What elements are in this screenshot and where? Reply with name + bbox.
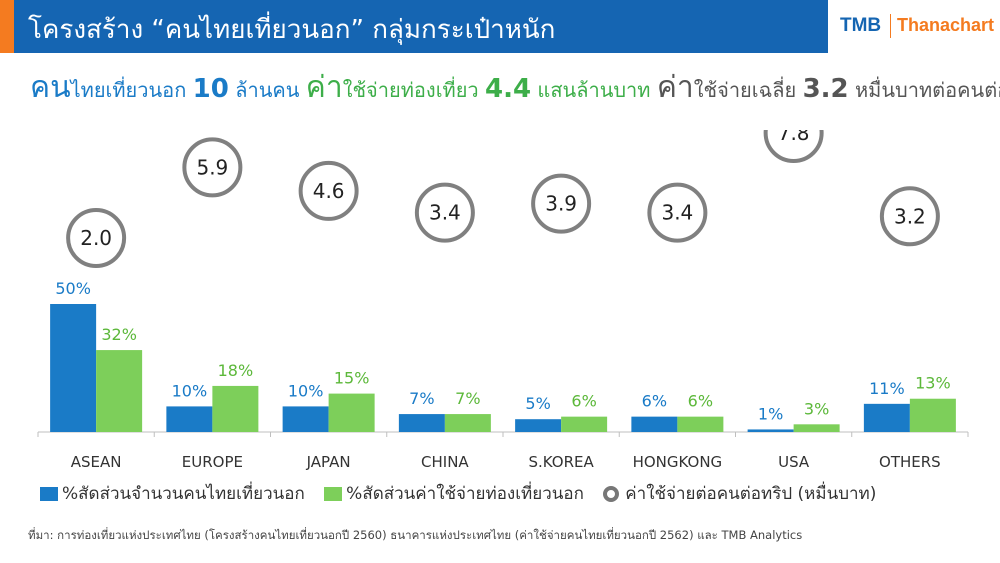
summary-part-6: ใช้จ่ายท่องเที่ยว: [342, 78, 486, 102]
circle-label-others: 3.2: [894, 204, 926, 228]
legend-label-per-trip: ค่าใช้จ่ายต่อคนต่อทริป (หมื่นบาท): [625, 484, 877, 504]
data-label-spending-others: 13%: [915, 374, 951, 393]
bar-travelers-china: [398, 414, 445, 432]
legend-item-spending: %สัดส่วนค่าใช้จ่ายท่องเที่ยวนอก: [324, 480, 584, 507]
circle-label-usa: 7.8: [778, 130, 810, 145]
bar-travelers-usa: [747, 429, 794, 432]
chart-legend: %สัดส่วนจำนวนคนไทยเที่ยวนอก %สัดส่วนค่าใ…: [40, 480, 890, 510]
bar-spending-others: [909, 398, 956, 432]
legend-ring-icon: [603, 486, 620, 502]
data-label-travelers-s-korea: 5%: [525, 394, 550, 413]
summary-part-1: คน: [30, 70, 71, 105]
bar-spending-japan: [328, 393, 375, 432]
summary-part-9: ค่า: [656, 70, 694, 105]
summary-part-8: แสนล้านบาท: [531, 78, 657, 102]
bar-travelers-others: [863, 403, 910, 432]
data-label-travelers-usa: 1%: [758, 404, 783, 423]
bar-spending-china: [444, 414, 491, 432]
circle-marker-japan: [298, 160, 359, 221]
data-label-travelers-europe: 10%: [172, 381, 208, 400]
logo-tmb-text: TMB: [840, 15, 882, 36]
legend-label-spending: %สัดส่วนค่าใช้จ่ายท่องเที่ยวนอก: [346, 484, 584, 504]
data-label-spending-hongkong: 6%: [688, 392, 713, 411]
legend-label-travelers: %สัดส่วนจำนวนคนไทยเที่ยวนอก: [62, 484, 305, 504]
summary-part-5: ค่า: [305, 70, 343, 105]
circle-marker-others: [879, 186, 940, 247]
data-label-travelers-japan: 10%: [288, 381, 324, 400]
data-label-travelers-asean: 50%: [55, 279, 91, 298]
data-label-travelers-others: 11%: [869, 379, 905, 398]
page-title: โครงสร้าง “คนไทยเที่ยวนอก” กลุ่มกระเป๋าห…: [28, 15, 556, 45]
header-accent-stripe: [0, 0, 14, 53]
header-bar: โครงสร้าง “คนไทยเที่ยวนอก” กลุ่มกระเป๋าห…: [0, 0, 1000, 53]
summary-avg-spending: 3.2: [802, 74, 849, 104]
summary-part-4: ล้านคน: [228, 78, 306, 102]
data-label-spending-usa: 3%: [804, 399, 829, 418]
circle-marker-china: [414, 182, 475, 243]
circle-marker-europe: [182, 137, 243, 198]
brand-logo: TMB Thanachart: [828, 0, 1000, 53]
data-label-spending-asean: 32%: [101, 325, 137, 344]
bar-spending-usa: [793, 424, 840, 432]
bar-chart: 50% 32% ASEAN 2.0 10% 18% EUROPE 5.9 10% 15% JAPAN…: [37, 130, 969, 471]
x-tick-label-china: CHINA: [421, 453, 469, 471]
x-tick-label-europe: EUROPE: [182, 453, 243, 471]
source-note: ที่มา: การท่องเที่ยวแห่งประเทศไทย (โครงส…: [28, 528, 803, 542]
logo-thanachart-text: Thanachart: [897, 15, 995, 35]
circle-marker-usa: [763, 130, 824, 163]
x-tick-label-usa: USA: [778, 453, 810, 471]
legend-item-per-trip: ค่าใช้จ่ายต่อคนต่อทริป (หมื่นบาท): [603, 480, 876, 507]
circle-marker-s-korea: [531, 173, 592, 234]
x-tick-label-others: OTHERS: [879, 453, 941, 471]
summary-part-12: หมื่นบาทต่อคนต่อทริป: [854, 78, 1000, 102]
circle-marker-asean: [66, 208, 127, 268]
data-label-travelers-hongkong: 6%: [642, 392, 667, 411]
circle-label-europe: 5.9: [196, 155, 228, 179]
circle-marker-hongkong: [647, 182, 708, 243]
x-tick-label-hongkong: HONGKONG: [633, 453, 723, 471]
bar-travelers-s-korea: [515, 419, 562, 432]
data-label-spending-europe: 18%: [218, 361, 254, 380]
bar-travelers-japan: [282, 406, 329, 432]
circle-label-japan: 4.6: [313, 179, 345, 203]
x-tick-label-japan: JAPAN: [306, 453, 351, 471]
bar-spending-europe: [212, 385, 259, 432]
legend-item-travelers: %สัดส่วนจำนวนคนไทยเที่ยวนอก: [40, 480, 305, 507]
x-tick-label-asean: ASEAN: [71, 453, 122, 471]
circle-label-asean: 2.0: [80, 226, 112, 250]
summary-part-10: ใช้จ่ายเฉลี่ย: [693, 78, 803, 102]
data-label-spending-china: 7%: [455, 389, 480, 408]
circle-label-hongkong: 3.4: [661, 201, 693, 225]
legend-swatch-blue: [40, 487, 58, 501]
summary-spending-total: 4.4: [485, 74, 532, 104]
data-label-spending-japan: 15%: [334, 369, 370, 388]
data-label-travelers-china: 7%: [409, 389, 434, 408]
bar-travelers-asean: [50, 304, 97, 432]
summary-part-2: ไทยเที่ยวนอก: [70, 78, 193, 102]
legend-swatch-green: [324, 487, 343, 501]
circle-label-s-korea: 3.9: [545, 192, 577, 216]
data-label-spending-s-korea: 6%: [571, 392, 596, 411]
summary-line: คนไทยเที่ยวนอก 10 ล้านคน ค่าใช้จ่ายท่องเ…: [30, 68, 1000, 110]
logo-divider: [890, 14, 891, 38]
circle-label-china: 3.4: [429, 201, 461, 225]
bar-spending-hongkong: [677, 416, 724, 432]
bar-spending-s-korea: [561, 416, 608, 432]
bar-spending-asean: [96, 350, 143, 432]
x-tick-label-s-korea: S.KOREA: [528, 453, 594, 471]
bar-travelers-hongkong: [631, 416, 678, 432]
summary-travelers-count: 10: [192, 74, 229, 104]
bar-travelers-europe: [166, 406, 213, 432]
